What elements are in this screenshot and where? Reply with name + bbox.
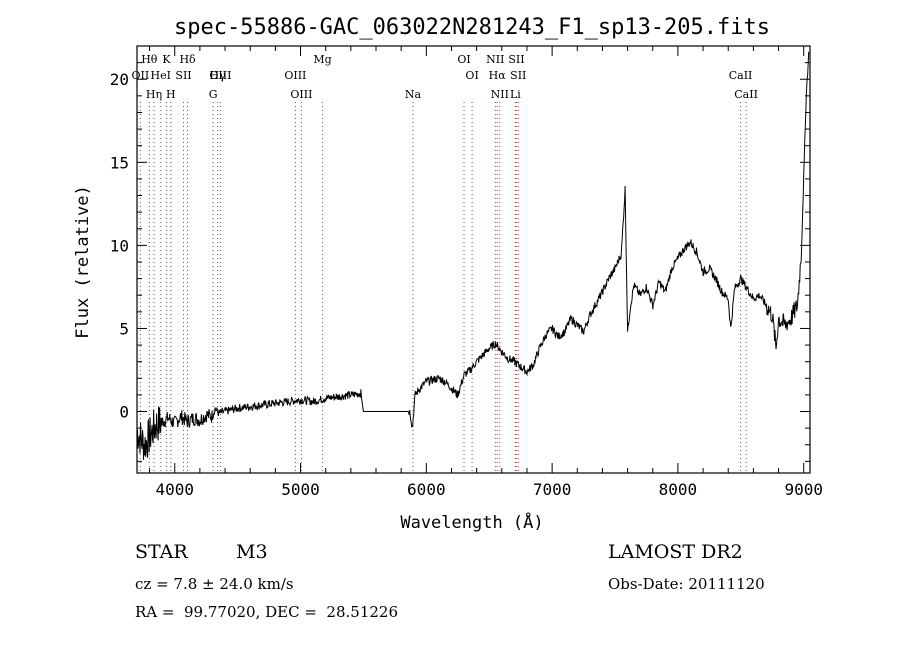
spectrum-line — [136, 51, 810, 460]
spectral-line-label: Mg — [313, 53, 331, 66]
y-axis: 0 5 10 15 20 — [110, 62, 810, 462]
x-tick-label: 4000 — [155, 480, 194, 499]
spectral-line-label: NII — [491, 88, 509, 101]
spectral-line-label: OI — [457, 53, 470, 66]
object-subclass: M3 — [236, 541, 268, 563]
obs-date: Obs-Date: 20111120 — [608, 575, 765, 593]
y-axis-label: Flux (relative) — [73, 185, 93, 339]
y-tick-label: 10 — [110, 236, 129, 255]
x-tick-label: 8000 — [659, 480, 698, 499]
spectral-line-label: Na — [405, 88, 422, 101]
coordinates: RA = 99.77020, DEC = 28.51226 — [135, 603, 399, 621]
x-tick-label: 6000 — [407, 480, 446, 499]
spectral-line-label: NII — [486, 53, 504, 66]
spectral-line-label: Hδ — [179, 53, 196, 66]
redshift-cz: cz = 7.8 ± 24.0 km/s — [135, 575, 294, 593]
spectral-line-label: OII — [132, 69, 150, 82]
spectral-line-label: OIII — [209, 69, 231, 82]
spectral-line-label: SII — [175, 69, 191, 82]
x-axis: 4000 5000 6000 7000 8000 9000 — [149, 46, 823, 499]
spectral-line-label: H — [166, 88, 176, 101]
spectral-line-label: OIII — [284, 69, 306, 82]
spectral-line-label: Hγ — [210, 69, 227, 82]
chart-title: spec-55886-GAC_063022N281243_F1_sp13-205… — [174, 15, 770, 40]
spectral-line-label: Hα — [489, 69, 507, 82]
spectral-line-label: HeI — [151, 69, 171, 82]
spectral-line-label: SII — [508, 53, 524, 66]
survey-name: LAMOST DR2 — [608, 541, 743, 563]
spectral-line-label: Hθ — [141, 53, 158, 66]
spectral-line-markers: Hθ K Hδ OII HeI SII OIII Hη H Hγ G OIII OIII Mg Na OI OI… — [132, 53, 758, 473]
x-tick-label: 7000 — [533, 480, 572, 499]
spectral-line-label: G — [209, 88, 218, 101]
x-tick-label: 5000 — [281, 480, 320, 499]
spectral-line-label: CaII — [734, 88, 758, 101]
y-tick-label: 20 — [110, 70, 129, 89]
spectral-line-label: SII — [510, 69, 526, 82]
y-tick-label: 0 — [119, 403, 129, 422]
y-tick-label: 5 — [119, 319, 129, 338]
spectral-line-label: OI — [465, 69, 478, 82]
spectral-line-label: OIII — [290, 88, 312, 101]
plot-frame — [136, 45, 811, 474]
spectral-line-label: Li — [510, 88, 521, 101]
spectral-line-label: K — [162, 53, 171, 66]
object-class: STAR — [135, 541, 188, 563]
x-axis-label: Wavelength (Å) — [400, 511, 543, 533]
spectral-line-label: Hη — [146, 88, 162, 101]
y-tick-label: 15 — [110, 153, 129, 172]
x-tick-label: 9000 — [784, 480, 823, 499]
spectral-line-label: CaII — [729, 69, 753, 82]
